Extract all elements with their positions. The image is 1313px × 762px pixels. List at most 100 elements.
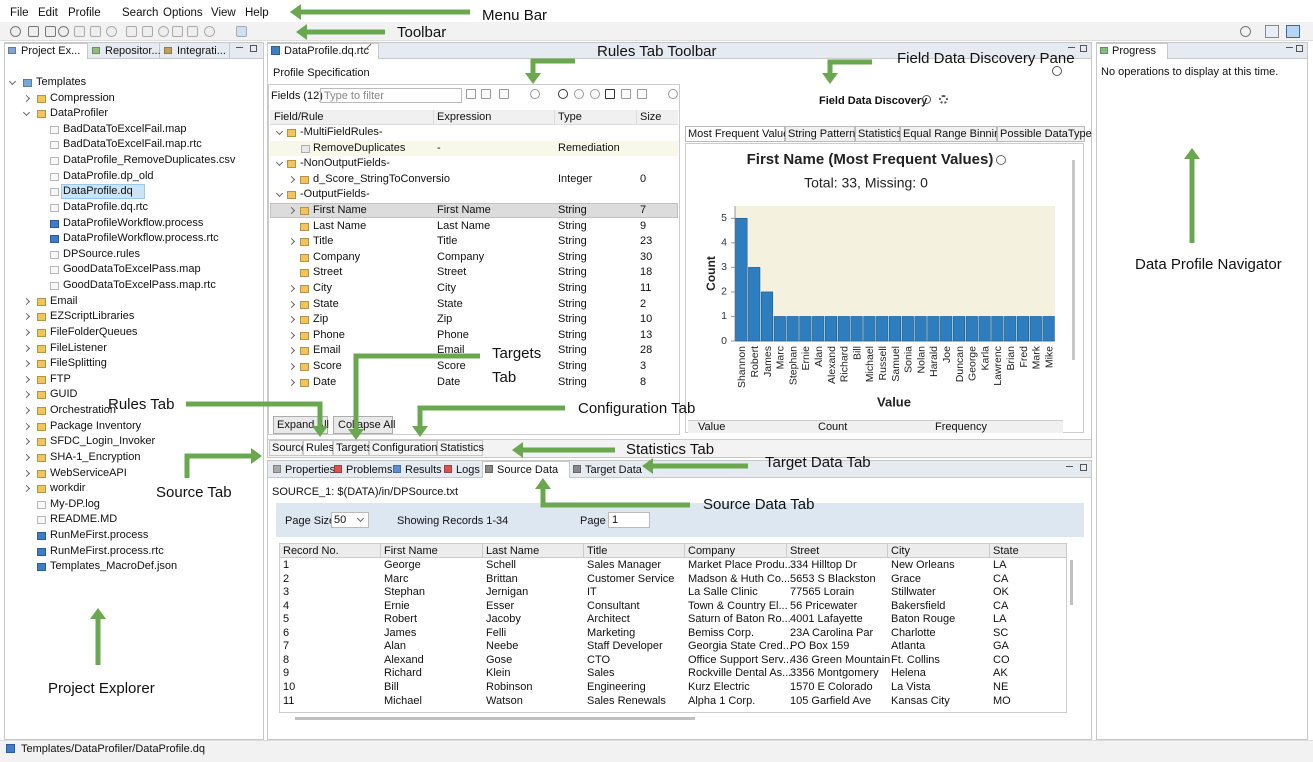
tree-item[interactable]: Templates (36, 76, 86, 88)
rules-toolbar-button[interactable] (590, 89, 600, 99)
toolbar-button[interactable] (204, 26, 215, 37)
tree-item[interactable]: RunMeFirst.process.rtc (50, 545, 164, 557)
discovery-tab-label[interactable]: Statistics (858, 128, 902, 140)
tree-item[interactable]: BadDataToExcelFail.map.rtc (63, 138, 202, 150)
tree-item[interactable]: FTP (50, 373, 71, 385)
field-name[interactable]: Company (313, 251, 360, 263)
tree-item[interactable]: Orchestration (50, 404, 116, 416)
tree-item[interactable]: EZScriptLibraries (50, 310, 134, 322)
rules-toolbar-button[interactable] (530, 89, 540, 99)
toolbar-button[interactable] (10, 26, 21, 37)
bottom-tab-label[interactable]: Target Data (585, 464, 642, 476)
tree-item[interactable]: Package Inventory (50, 420, 141, 432)
discovery-tab-label[interactable]: Most Frequent Values (688, 128, 795, 140)
tree-item[interactable]: Email (50, 295, 78, 307)
button-label[interactable]: Expand All (277, 419, 329, 431)
tree-item[interactable]: README.MD (50, 513, 117, 525)
editor-bottom-tab-label[interactable]: Statistics (440, 442, 484, 454)
panel-control[interactable] (236, 47, 243, 48)
tree-item[interactable]: SFDC_Login_Invoker (50, 435, 155, 447)
toolbar-button[interactable] (28, 26, 39, 37)
tree-item[interactable]: BadDataToExcelFail.map (63, 123, 187, 135)
toolbar-button[interactable] (74, 26, 85, 37)
menu-item[interactable]: Search (122, 7, 158, 19)
field-name[interactable]: d_Score_StringToConversio (313, 173, 450, 185)
tree-item[interactable]: GoodDataToExcelPass.map.rtc (63, 279, 216, 291)
menu-item[interactable]: Options (163, 7, 203, 19)
tree-item[interactable]: GoodDataToExcelPass.map (63, 263, 201, 275)
filter-placeholder[interactable]: Type to filter (324, 90, 384, 102)
bottom-tab-label[interactable]: Properties (285, 464, 335, 476)
rules-toolbar-button[interactable] (499, 89, 509, 99)
explorer-tab-label[interactable]: Integrati... (177, 45, 226, 57)
bottom-tab-label[interactable]: Logs (456, 464, 480, 476)
tree-item[interactable]: DataProfile_RemoveDuplicates.csv (63, 154, 235, 166)
tree-item[interactable]: DataProfileWorkflow.process.rtc (63, 232, 219, 244)
tree-item[interactable]: RunMeFirst.process (50, 529, 148, 541)
editor-bottom-tab-label[interactable]: Configuration (372, 442, 437, 454)
rules-toolbar-button[interactable] (466, 89, 476, 99)
editor-bottom-tab-label[interactable]: Targets (336, 442, 372, 454)
field-name[interactable]: Date (313, 376, 336, 388)
field-name[interactable]: Last Name (313, 220, 366, 232)
explorer-tab-label[interactable]: Repositor... (105, 45, 161, 57)
field-name[interactable]: Email (313, 344, 341, 356)
toolbar-button[interactable] (106, 26, 117, 37)
rules-toolbar-button[interactable] (621, 89, 631, 99)
toolbar-button[interactable] (1286, 25, 1300, 38)
field-name[interactable]: Score (313, 360, 342, 372)
tree-item[interactable]: Templates_MacroDef.json (50, 560, 177, 572)
toolbar-button[interactable] (1265, 25, 1279, 38)
editor-bottom-tab-label[interactable]: Rules (306, 442, 334, 454)
tree-item[interactable]: Compression (50, 92, 115, 104)
bottom-tab-label[interactable]: Problems (346, 464, 392, 476)
field-name[interactable]: State (313, 298, 339, 310)
rules-toolbar-button[interactable] (668, 89, 678, 99)
panel-control[interactable] (1296, 45, 1303, 52)
tree-item[interactable]: DPSource.rules (63, 248, 140, 260)
toolbar-button[interactable] (142, 26, 153, 37)
toolbar-button[interactable] (45, 26, 56, 37)
discovery-tab-label[interactable]: String Patterns (788, 128, 861, 140)
toolbar-button[interactable] (158, 26, 169, 37)
toolbar-button[interactable] (236, 26, 247, 37)
field-name[interactable]: RemoveDuplicates (313, 142, 405, 154)
bottom-tab-label[interactable]: Source Data (497, 464, 558, 476)
tree-item[interactable]: DataProfile.dq.rtc (63, 201, 148, 213)
menu-item[interactable]: File (10, 7, 29, 19)
toolbar-button[interactable] (90, 26, 101, 37)
tree-item[interactable]: FileFolderQueues (50, 326, 137, 338)
editor-bottom-tab-label[interactable]: Source (272, 442, 307, 454)
tree-item[interactable]: GUID (50, 388, 78, 400)
field-name[interactable]: Zip (313, 313, 328, 325)
rules-toolbar-button[interactable] (481, 89, 491, 99)
panel-control[interactable] (1066, 466, 1073, 467)
bottom-tab-label[interactable]: Results (405, 464, 442, 476)
page-size-value[interactable]: 50 (334, 514, 346, 526)
field-name[interactable]: Street (313, 266, 342, 278)
panel-control[interactable] (1286, 47, 1293, 48)
field-name[interactable]: -OutputFields- (300, 188, 370, 200)
tree-item[interactable]: My-DP.log (50, 498, 100, 510)
menu-item[interactable]: View (211, 7, 236, 19)
rules-toolbar-button[interactable] (637, 89, 647, 99)
field-name[interactable]: Phone (313, 329, 345, 341)
button-label[interactable]: Collapse All (338, 419, 395, 431)
field-name[interactable]: First Name (313, 204, 367, 216)
explorer-tab-label[interactable]: Project Ex... (21, 45, 80, 57)
toolbar-button[interactable] (1240, 26, 1251, 37)
tree-item[interactable]: FileSplitting (50, 357, 107, 369)
panel-control[interactable] (1080, 464, 1087, 471)
field-name[interactable]: -MultiFieldRules- (300, 126, 383, 138)
field-name[interactable]: Title (313, 235, 333, 247)
tree-item[interactable]: SHA-1_Encryption (50, 451, 141, 463)
discovery-tab-label[interactable]: Equal Range Binning (903, 128, 1006, 140)
tree-item[interactable]: DataProfiler (50, 107, 108, 119)
page-value[interactable]: 1 (612, 514, 618, 526)
tree-item[interactable]: DataProfile.dp_old (63, 170, 154, 182)
tree-item[interactable]: FileListener (50, 342, 107, 354)
tree-item[interactable]: WebServiceAPI (50, 467, 127, 479)
field-name[interactable]: City (313, 282, 332, 294)
panel-control[interactable] (1080, 45, 1087, 52)
field-name[interactable]: -NonOutputFields- (300, 157, 390, 169)
